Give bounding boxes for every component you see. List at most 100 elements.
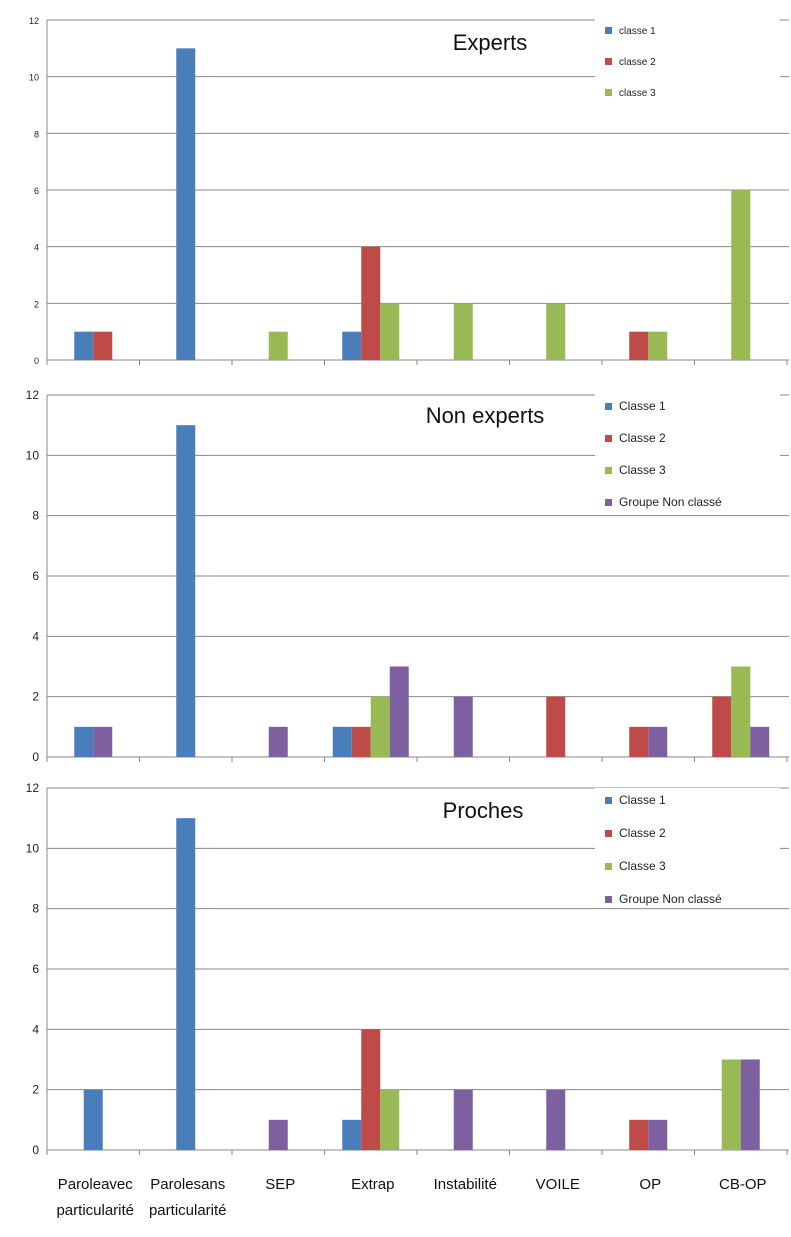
bar-classe-1-parole-avec-particularit	[74, 726, 94, 757]
chart-title: Proches	[443, 798, 524, 823]
legend-label-classe-2: Classe 2	[619, 826, 666, 840]
bar-classe-2-extrap	[351, 726, 371, 757]
legend-swatch-classe-1	[605, 27, 612, 34]
y-tick-label: 0	[32, 1143, 39, 1157]
x-tick-label: particularité	[56, 1202, 134, 1219]
bar-classe-1-extrap	[342, 331, 362, 360]
bar-classe-2-op	[629, 726, 649, 757]
bar-groupe-non-class-op	[648, 1119, 668, 1150]
legend-label-groupe-non-class: Groupe Non classé	[619, 892, 722, 906]
y-tick-label: 4	[32, 629, 39, 643]
x-tick-label: Extrap	[351, 1176, 394, 1193]
bar-classe-3-extrap	[380, 1089, 400, 1150]
legend-label-classe-3: Classe 3	[619, 859, 666, 873]
bar-classe-3-cb-op	[731, 190, 751, 360]
legend-label-classe-3: classe 3	[619, 88, 656, 99]
y-tick-label: 6	[32, 962, 39, 976]
bar-classe-2-op	[629, 1119, 649, 1150]
legend: classe 1 classe 2 classe 3	[595, 18, 780, 99]
bar-groupe-non-class-instabilit	[453, 1089, 473, 1150]
legend: Classe 1 Classe 2 Classe 3 Groupe Non class…	[595, 394, 780, 509]
y-tick-label: 6	[32, 569, 39, 583]
bar-classe-3-instabilit	[453, 303, 473, 360]
x-tick-label: VOILE	[536, 1176, 580, 1193]
bar-classe-3-cb-op	[721, 1059, 741, 1150]
bar-classe-1-parole-sans-particularit	[176, 425, 196, 757]
bar-classe-3-voile	[546, 303, 566, 360]
bar-classe-1-extrap	[332, 726, 352, 757]
legend-box	[595, 18, 780, 96]
legend-swatch-classe-2	[605, 58, 612, 65]
x-tick-label: Parolesans	[150, 1176, 225, 1193]
x-tick-label: particularité	[149, 1202, 227, 1219]
y-tick-label: 2	[32, 1083, 39, 1097]
y-tick-label: 0	[32, 750, 39, 764]
bar-classe-1-parole-avec-particularit	[74, 331, 94, 360]
x-tick-label: Instabilité	[434, 1176, 497, 1193]
chart-title: Non experts	[426, 403, 545, 428]
bar-groupe-non-class-instabilit	[453, 696, 473, 757]
legend-label-classe-2: classe 2	[619, 57, 656, 68]
y-tick-label: 4	[34, 243, 39, 253]
bar-classe-1-extrap	[342, 1119, 362, 1150]
x-tick-label: SEP	[265, 1176, 295, 1193]
legend-box	[595, 394, 780, 506]
y-tick-label: 8	[34, 129, 39, 139]
bar-classe-1-parole-sans-particularit	[176, 48, 196, 360]
bar-groupe-non-class-cb-op	[740, 1059, 760, 1150]
bar-classe-3-extrap	[380, 303, 400, 360]
bar-classe-2-op	[629, 331, 649, 360]
legend-label-classe-1: classe 1	[619, 26, 656, 37]
y-tick-label: 10	[29, 73, 39, 83]
y-tick-label: 8	[32, 902, 39, 916]
bar-groupe-non-class-voile	[546, 1089, 566, 1150]
x-tick-label: OP	[639, 1176, 661, 1193]
legend-label-classe-1: Classe 1	[619, 399, 666, 413]
legend-label-classe-3: Classe 3	[619, 463, 666, 477]
y-tick-label: 10	[26, 841, 40, 855]
legend-swatch-classe-1	[605, 797, 612, 804]
x-tick-label: Paroleavec	[58, 1176, 134, 1193]
bar-groupe-non-class-parole-avec-particularit	[93, 726, 113, 757]
bar-classe-3-cb-op	[731, 666, 751, 757]
legend-swatch-classe-2	[605, 830, 612, 837]
bar-classe-2-parole-avec-particularit	[93, 331, 113, 360]
y-tick-label: 12	[29, 16, 39, 26]
bar-classe-3-op	[648, 331, 668, 360]
legend-swatch-classe-3	[605, 89, 612, 96]
y-tick-label: 0	[34, 356, 39, 366]
y-tick-label: 2	[32, 690, 39, 704]
bar-groupe-non-class-cb-op	[750, 726, 770, 757]
y-tick-label: 12	[26, 781, 40, 795]
chart-title: Experts	[453, 30, 528, 55]
y-tick-label: 12	[26, 388, 40, 402]
bar-groupe-non-class-op	[648, 726, 668, 757]
legend-label-classe-2: Classe 2	[619, 431, 666, 445]
chart-panel-3: 0 2 4 6 8 10 12 Proches Classe 1 Classe 2 Classe 3…	[26, 781, 789, 1219]
y-tick-label: 10	[26, 448, 40, 462]
bar-classe-1-parole-avec-particularit	[83, 1089, 103, 1150]
bar-groupe-non-class-sep	[268, 1119, 288, 1150]
legend-swatch-classe-1	[605, 403, 612, 410]
bar-classe-1-parole-sans-particularit	[176, 818, 196, 1150]
bar-groupe-non-class-extrap	[389, 666, 409, 757]
legend-label-classe-1: Classe 1	[619, 793, 666, 807]
bar-groupe-non-class-sep	[268, 726, 288, 757]
legend-swatch-classe-2	[605, 435, 612, 442]
legend-swatch-classe-3	[605, 863, 612, 870]
legend-swatch-groupe-non-class	[605, 499, 612, 506]
legend-swatch-groupe-non-class	[605, 896, 612, 903]
y-tick-label: 2	[34, 299, 39, 309]
y-tick-label: 6	[34, 186, 39, 196]
legend: Classe 1 Classe 2 Classe 3 Groupe Non class…	[595, 788, 780, 906]
bar-classe-2-cb-op	[712, 696, 732, 757]
x-tick-label: CB-OP	[719, 1176, 767, 1193]
legend-label-groupe-non-class: Groupe Non classé	[619, 495, 722, 509]
bar-classe-3-extrap	[370, 696, 390, 757]
legend-box	[595, 788, 780, 900]
bar-classe-2-voile	[546, 696, 566, 757]
bar-classe-3-sep	[268, 331, 288, 360]
